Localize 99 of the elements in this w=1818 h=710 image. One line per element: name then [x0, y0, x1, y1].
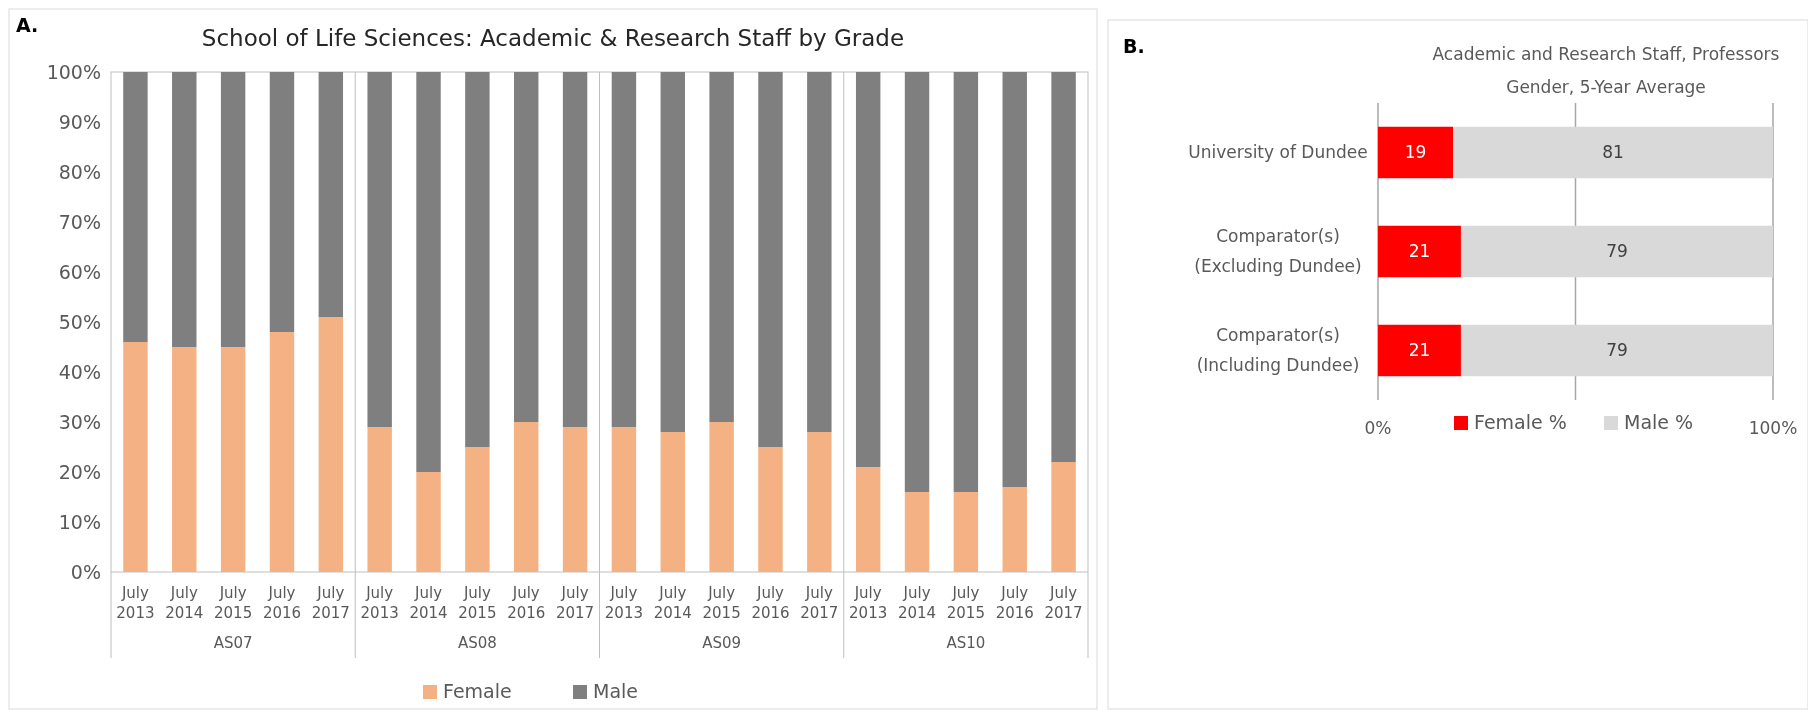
bar	[123, 342, 148, 572]
bar	[220, 347, 246, 572]
data-label: 21	[1408, 340, 1431, 361]
bar	[367, 72, 392, 427]
bar	[611, 427, 637, 572]
y-tick-label: 0%	[70, 560, 101, 583]
y-tick-label: 100%	[46, 60, 101, 83]
bar	[269, 72, 295, 332]
x-tick-label: July 2015	[702, 584, 741, 622]
bar	[1002, 487, 1027, 572]
x-tick-label: July 2015	[458, 584, 497, 622]
text: AS08	[457, 634, 497, 652]
bar	[904, 72, 930, 492]
y-tick-label: 30%	[58, 410, 101, 433]
bar	[172, 72, 197, 347]
bar	[123, 72, 148, 342]
bar	[269, 332, 295, 572]
data-label: 19	[1404, 142, 1427, 163]
bar	[1002, 72, 1027, 487]
bar	[611, 72, 637, 427]
bar	[465, 447, 490, 572]
x-tick-label: July 2015	[214, 584, 253, 622]
bar	[1051, 462, 1076, 572]
x-tick-label: July 2013	[849, 584, 888, 622]
bar	[953, 492, 979, 572]
x-tick-label: July 2016	[507, 584, 546, 622]
y-tick-label: 80%	[58, 160, 101, 183]
y-tick-label: 50%	[58, 310, 101, 333]
chart-title: Academic and Research Staff, Professors	[1432, 44, 1780, 64]
bar	[1453, 126, 1773, 179]
bar	[855, 72, 881, 467]
bar	[514, 422, 539, 572]
bar	[855, 467, 881, 572]
bar	[416, 72, 441, 472]
bar	[1378, 324, 1461, 377]
y-tick-label: 10%	[58, 510, 101, 533]
data-label: 79	[1606, 241, 1628, 262]
bar	[220, 72, 246, 347]
x-tick-label: July 2016	[262, 584, 302, 622]
bar	[562, 72, 588, 427]
x-tick-label: July 2013	[604, 584, 644, 622]
text: AS09	[702, 634, 742, 652]
data-label: 81	[1602, 142, 1624, 163]
bar	[416, 472, 441, 572]
bar	[318, 72, 344, 317]
x-tick-label: July 2013	[116, 584, 155, 622]
bar	[1051, 72, 1076, 462]
x-tick-label: July 2017	[1044, 584, 1083, 622]
x-tick-label: July 2014	[897, 584, 937, 622]
bar	[172, 347, 197, 572]
legend-label: Male %	[1624, 411, 1694, 433]
bar	[660, 432, 685, 572]
bar	[1378, 126, 1454, 179]
x-tick-label: July 2014	[653, 584, 692, 622]
x-tick-label: July 2017	[800, 584, 839, 622]
chart-subtitle: Gender, 5-Year Average	[1506, 77, 1706, 97]
legend-label: Female %	[1474, 411, 1567, 433]
x-tick-label: July 2017	[555, 584, 595, 622]
text: AS07	[213, 634, 253, 652]
legend-label: Male	[593, 680, 639, 702]
bar	[807, 432, 832, 572]
text: B.	[1123, 35, 1145, 57]
x-tick-label: July 2015	[946, 584, 985, 622]
x-tick-label: July 2013	[360, 584, 399, 622]
data-label: 21	[1408, 241, 1431, 262]
bar	[514, 72, 539, 422]
bar	[660, 72, 685, 432]
data-label: 79	[1606, 340, 1628, 361]
bar	[562, 427, 588, 572]
bar	[807, 72, 832, 432]
bar	[318, 317, 344, 572]
y-tick-label: 90%	[58, 110, 101, 133]
y-tick-label: 60%	[58, 260, 101, 283]
bar	[709, 72, 734, 422]
bar	[1460, 324, 1773, 377]
legend-label: Female	[443, 680, 512, 702]
bar	[367, 427, 392, 572]
bar	[1460, 225, 1773, 278]
chart-title: School of Life Sciences: Academic & Research Staff by Grade	[201, 25, 905, 51]
bar	[904, 492, 930, 572]
x-tick-label: July 2016	[995, 584, 1034, 622]
bar	[758, 72, 783, 447]
bar	[953, 72, 979, 492]
bar	[709, 422, 734, 572]
bar	[758, 447, 783, 572]
y-tick-label: Comparator(s) (Excluding Dundee)	[1194, 226, 1362, 277]
x-tick-label: July 2016	[751, 584, 790, 622]
x-tick-label: July 2014	[409, 584, 448, 622]
text: AS10	[946, 634, 986, 652]
x-tick-label: July 2017	[311, 584, 350, 622]
y-tick-label: Comparator(s) (Including Dundee)	[1196, 325, 1360, 376]
y-tick-label: 20%	[58, 460, 101, 483]
bar	[465, 72, 490, 447]
x-tick-label: July 2014	[165, 584, 204, 622]
bar	[1378, 225, 1461, 278]
y-tick-label: University of Dundee	[1188, 142, 1368, 163]
y-tick-label: 40%	[58, 360, 101, 383]
y-tick-label: 70%	[58, 210, 101, 233]
text: A.	[16, 14, 39, 36]
